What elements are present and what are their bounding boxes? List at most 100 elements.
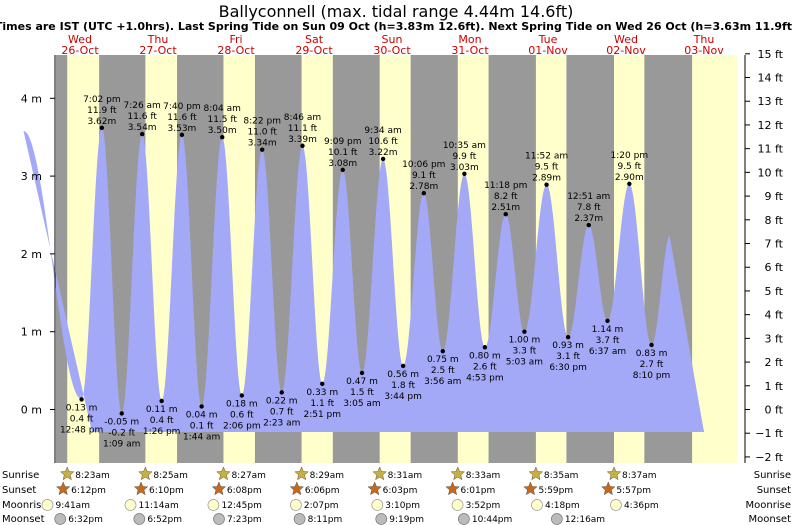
tide-height-ft-label: 3.3 ft — [513, 347, 537, 357]
tide-height-ft-label: 2.7 ft — [640, 360, 664, 370]
tide-height-ft-label: 1.1 ft — [310, 399, 334, 409]
moonrise-icon — [531, 499, 543, 511]
tide-height-m-label: 3.34m — [248, 139, 277, 149]
tide-time-label: 1:44 am — [183, 432, 220, 442]
tide-point — [380, 156, 386, 162]
sunrise-time: 8:33am — [466, 471, 501, 481]
tide-height-m-label: 3.22m — [369, 148, 398, 158]
tide-height-m-label: 0.04 m — [186, 410, 218, 420]
tide-height-m-label: 0.56 m — [387, 370, 419, 380]
tide-time-label: 12:51 am — [567, 192, 610, 202]
tide-time-label: 9:09 pm — [324, 137, 362, 147]
sunrise-time: 8:37am — [622, 471, 657, 481]
tide-point — [259, 147, 265, 152]
right-tick-label: 11 ft — [758, 143, 784, 156]
day-name: Thu — [147, 33, 169, 46]
moonrise-icon — [207, 499, 220, 511]
day-date: 03-Nov — [684, 44, 724, 57]
day-name: Mon — [458, 33, 481, 46]
moonrise-icon — [41, 499, 54, 511]
moonset-icon — [213, 513, 225, 525]
tide-height-ft-label: 10.6 ft — [368, 137, 398, 147]
tide-base — [92, 430, 704, 432]
day-date: 26-Oct — [61, 44, 99, 57]
moonset-time: 9:19pm — [389, 515, 424, 525]
left-tick-label: 4 m — [21, 92, 42, 105]
row-label-moonrise: Moonrise — [2, 500, 47, 511]
sunrise-time: 8:23am — [75, 471, 110, 481]
left-tick-label: 0 m — [21, 404, 42, 417]
day-date: 28-Oct — [217, 44, 255, 57]
right-tick-label: 5 ft — [765, 285, 784, 298]
right-tick-label: 9 ft — [765, 190, 784, 203]
moonrise-time: 3:52pm — [466, 501, 501, 511]
row-label-sunrise: Sunrise — [754, 470, 791, 481]
day-name: Fri — [229, 33, 242, 46]
tide-height-ft-label: 0.7 ft — [270, 407, 294, 417]
moonrise-time: 11:14am — [139, 501, 179, 511]
left-tick-label: 3 m — [21, 170, 42, 183]
tide-height-m-label: 0.13 m — [66, 403, 98, 413]
sunset-icon — [523, 481, 538, 496]
moonset-time: 7:23pm — [227, 515, 262, 525]
row-label-sunrise: Sunrise — [2, 470, 39, 481]
tide-point — [421, 191, 427, 196]
day-date: 01-Nov — [528, 44, 568, 57]
tide-height-ft-label: 11.0 ft — [247, 128, 277, 138]
tide-time-label: 7:40 pm — [163, 102, 201, 112]
tide-time-label: 3:05 am — [343, 399, 380, 409]
tide-time-label: 2:23 am — [263, 418, 300, 428]
tide-height-ft-label: 11.6 ft — [127, 112, 157, 122]
tide-point — [340, 167, 345, 173]
row-label-sunset: Sunset — [757, 485, 791, 496]
right-tick-label: −2 ft — [755, 451, 783, 464]
day-date: 27-Oct — [139, 44, 177, 57]
tide-height-m-label: 0.75 m — [427, 355, 459, 365]
day-labels: Wed26-OctThu27-OctFri28-OctSat29-OctSun3… — [61, 33, 724, 57]
moonset-time: 10:44pm — [472, 515, 512, 525]
tide-height-ft-label: 0.4 ft — [150, 416, 174, 426]
tide-point — [159, 398, 164, 404]
right-tick-label: 10 ft — [758, 166, 784, 179]
tide-height-m-label: 2.89m — [532, 174, 561, 184]
tide-height-m-label: 1.00 m — [509, 336, 541, 346]
tide-height-m-label: 3.54m — [128, 123, 157, 133]
tide-point — [79, 397, 84, 402]
tide-time-label: 8:46 am — [284, 113, 321, 123]
sunrise-icon — [528, 466, 544, 481]
sunset-time: 6:10pm — [149, 486, 184, 496]
tide-height-ft-label: 0.6 ft — [230, 410, 254, 420]
tide-height-ft-label: -0.2 ft — [108, 428, 135, 438]
tide-point — [462, 171, 467, 176]
moonrise-icon — [451, 499, 464, 511]
row-label-moonrise: Moonrise — [746, 500, 791, 511]
tide-time-label: 2:06 pm — [223, 421, 261, 431]
tide-point — [179, 132, 185, 138]
sunset-time: 6:01pm — [461, 486, 496, 496]
sunset-icon — [445, 481, 460, 496]
tide-height-m-label: 0.33 m — [306, 388, 338, 398]
sunset-icon — [289, 481, 305, 496]
tide-height-ft-label: 0.4 ft — [70, 414, 94, 424]
moonset-icon — [293, 513, 306, 525]
tide-height-ft-label: 11.5 ft — [207, 115, 237, 125]
right-tick-label: 1 ft — [765, 380, 784, 393]
tide-time-label: 3:44 pm — [384, 392, 422, 402]
right-tick-label: 6 ft — [765, 261, 784, 274]
tide-height-m-label: 0.80 m — [469, 351, 501, 361]
right-tick-label: 0 ft — [765, 404, 784, 417]
tide-point — [400, 363, 406, 369]
day-name: Wed — [614, 33, 638, 46]
sunrise-icon — [294, 466, 309, 481]
tide-time-label: 10:35 am — [443, 141, 486, 151]
right-tick-label: 13 ft — [758, 95, 784, 108]
tide-time-label: 9:34 am — [364, 126, 401, 136]
right-tick-label: 12 ft — [758, 119, 784, 132]
tide-height-ft-label: 8.2 ft — [494, 192, 518, 202]
tide-height-m-label: -0.05 m — [104, 417, 139, 427]
tide-point — [544, 182, 549, 187]
tide-height-m-label: 0.93 m — [552, 341, 584, 351]
row-label-sunset: Sunset — [2, 485, 36, 496]
moonrise-time: 4:36pm — [624, 501, 659, 511]
